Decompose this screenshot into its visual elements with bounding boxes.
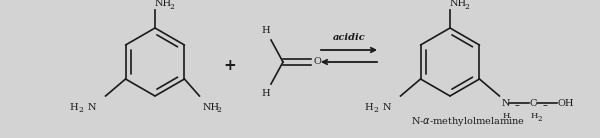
Text: H: H [530, 112, 538, 120]
Text: NH: NH [155, 0, 172, 8]
Text: H: H [70, 103, 78, 112]
Text: –: – [543, 100, 548, 110]
Text: N: N [383, 103, 391, 112]
Text: H: H [262, 89, 271, 98]
Text: N: N [502, 99, 510, 108]
Text: +: + [224, 58, 236, 72]
Text: 2: 2 [79, 106, 83, 114]
Text: –: – [515, 100, 520, 110]
Text: NH: NH [202, 103, 220, 112]
Text: 2: 2 [217, 106, 221, 114]
Text: 2: 2 [374, 106, 379, 114]
Text: NH: NH [450, 0, 467, 8]
Text: H: H [262, 26, 271, 35]
Text: N-$\alpha$-methylolmelamine: N-$\alpha$-methylolmelamine [411, 115, 525, 128]
Text: C: C [529, 99, 537, 108]
Text: H: H [365, 103, 373, 112]
Text: acidic: acidic [332, 33, 365, 42]
Text: OH: OH [557, 99, 574, 108]
Text: 2: 2 [169, 3, 174, 11]
Text: N: N [88, 103, 96, 112]
Text: 2: 2 [464, 3, 469, 11]
Text: H: H [502, 112, 510, 120]
Text: 2: 2 [538, 115, 542, 123]
Text: O: O [313, 58, 321, 67]
